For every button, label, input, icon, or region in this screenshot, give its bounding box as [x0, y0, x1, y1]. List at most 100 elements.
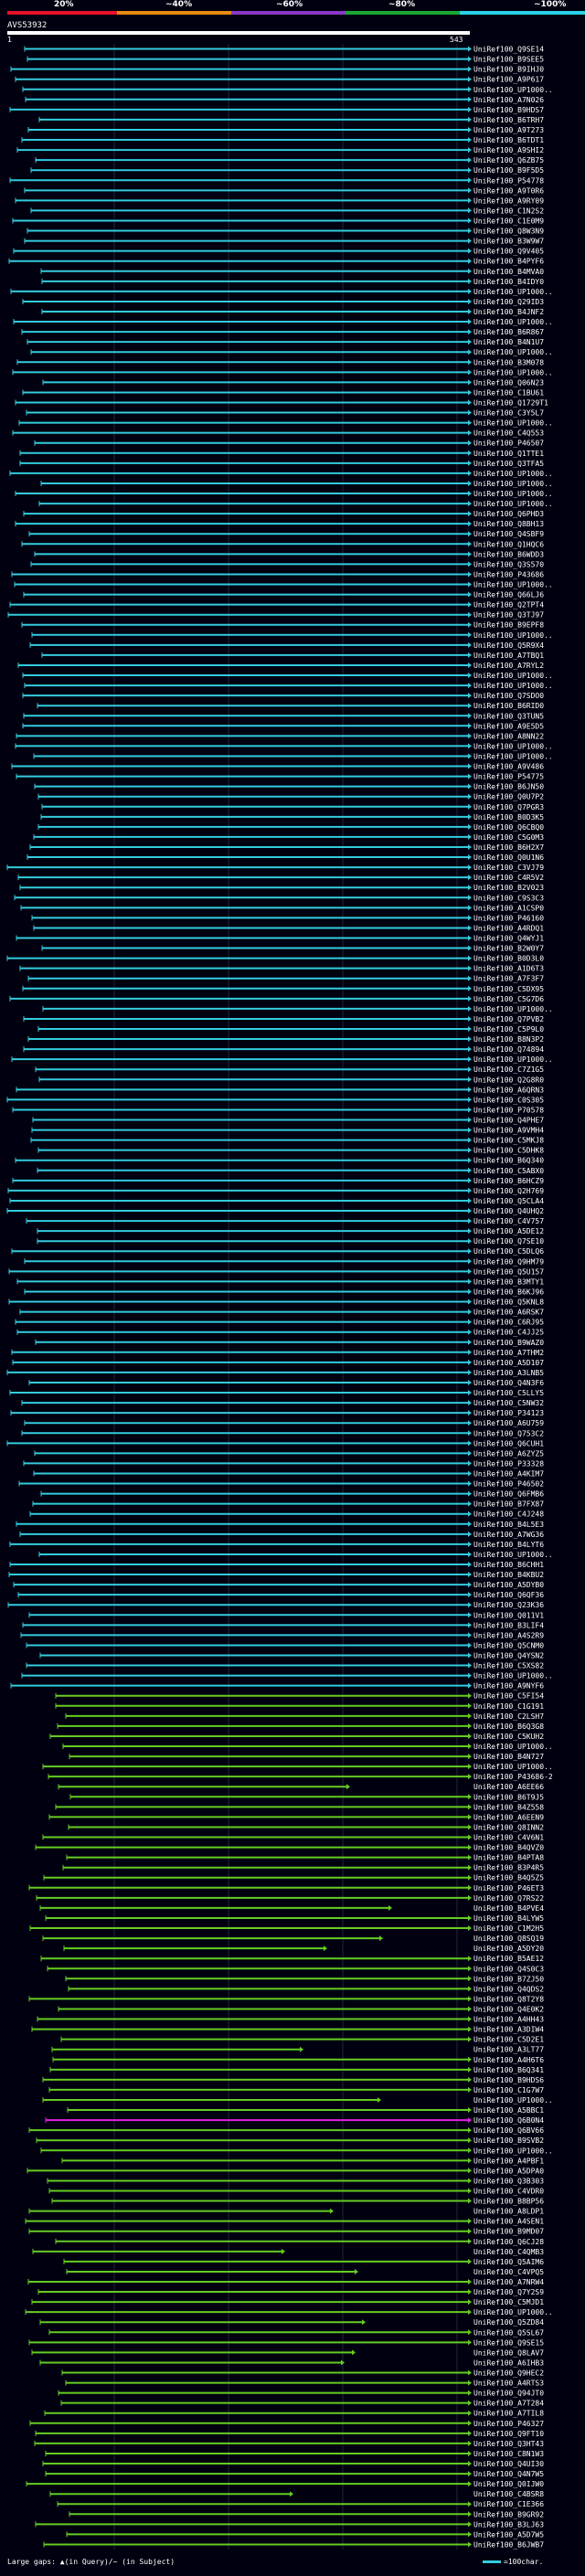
- alignment-row-label[interactable]: UniRef100_C9S3C3: [473, 894, 544, 902]
- alignment-row-label[interactable]: UniRef100_Q94JT0: [473, 2390, 544, 2398]
- alignment-row-label[interactable]: UniRef100_Q011V1: [473, 1611, 544, 1619]
- alignment-row-label[interactable]: UniRef100_UP1000..: [473, 2096, 553, 2104]
- alignment-row-label[interactable]: UniRef100_B6KJ96: [473, 1288, 544, 1296]
- alignment-row[interactable]: UniRef100_B3P4R5: [62, 1864, 544, 1872]
- alignment-row[interactable]: UniRef100_C4VPQ5: [66, 2268, 544, 2276]
- alignment-row-label[interactable]: UniRef100_A5DYB0: [473, 1581, 544, 1589]
- alignment-row[interactable]: UniRef100_B6Q341: [49, 2066, 544, 2074]
- alignment-row[interactable]: UniRef100_A4PBF1: [61, 2157, 544, 2165]
- alignment-row[interactable]: UniRef100_UP1000..: [21, 1672, 553, 1680]
- alignment-row-label[interactable]: UniRef100_Q6CUH1: [473, 1439, 544, 1447]
- alignment-row-label[interactable]: UniRef100_A5BBC1: [473, 2106, 544, 2115]
- alignment-row-label[interactable]: UniRef100_C4VDR0: [473, 2187, 544, 2195]
- alignment-row-label[interactable]: UniRef100_UP1000..: [473, 470, 553, 478]
- alignment-row-label[interactable]: UniRef100_Q3B303: [473, 2177, 544, 2185]
- alignment-row-label[interactable]: UniRef100_B4LYW5: [473, 1914, 544, 1923]
- alignment-row[interactable]: UniRef100_A6ZYZ5: [34, 1449, 544, 1458]
- alignment-row[interactable]: UniRef100_Q6BV66: [28, 2126, 544, 2135]
- alignment-row[interactable]: UniRef100_Q74894: [23, 1045, 544, 1054]
- alignment-row-label[interactable]: UniRef100_B4N1U7: [473, 338, 544, 346]
- alignment-row[interactable]: UniRef100_Q5ZD84: [39, 2318, 544, 2327]
- alignment-row-label[interactable]: UniRef100_P43686: [473, 570, 544, 578]
- alignment-row-label[interactable]: UniRef100_B4Q5Z5: [473, 1874, 544, 1882]
- alignment-row[interactable]: UniRef100_B4L5E3: [16, 1521, 544, 1529]
- alignment-row-label[interactable]: UniRef100_A9V486: [473, 763, 544, 771]
- alignment-row[interactable]: UniRef100_A3LT77: [51, 2046, 544, 2054]
- alignment-row-label[interactable]: UniRef100_Q6ZB75: [473, 156, 544, 164]
- alignment-row[interactable]: UniRef100_B6R867: [21, 328, 544, 336]
- alignment-row-label[interactable]: UniRef100_B4Z558: [473, 1803, 544, 1811]
- alignment-row[interactable]: UniRef100_C7Z1G5: [35, 1065, 544, 1074]
- alignment-row[interactable]: UniRef100_Q5SL67: [48, 2328, 544, 2337]
- alignment-row-label[interactable]: UniRef100_C5DLQ6: [473, 1247, 544, 1256]
- alignment-row[interactable]: UniRef100_C2LSH7: [65, 1712, 544, 1721]
- alignment-row[interactable]: UniRef100_UP1000..: [18, 419, 553, 428]
- alignment-row[interactable]: UniRef100_A6EEN9: [48, 1813, 544, 1821]
- alignment-row-label[interactable]: UniRef100_A9E5D5: [473, 722, 544, 730]
- alignment-row-label[interactable]: UniRef100_B9WAZ0: [473, 1339, 544, 1347]
- alignment-row-label[interactable]: UniRef100_UP1000..: [473, 500, 553, 508]
- alignment-row-label[interactable]: UniRef100_C5FI54: [473, 1692, 544, 1701]
- alignment-row-label[interactable]: UniRef100_C4V757: [473, 1217, 544, 1225]
- alignment-row[interactable]: UniRef100_A6RSK7: [19, 1309, 544, 1317]
- alignment-row-label[interactable]: UniRef100_A7NRW4: [473, 2278, 544, 2286]
- alignment-row-label[interactable]: UniRef100_B4MVA0: [473, 268, 544, 276]
- alignment-row[interactable]: UniRef100_Q7SE10: [37, 1237, 544, 1246]
- alignment-row-label[interactable]: UniRef100_A6ZYZ5: [473, 1449, 544, 1458]
- alignment-row-label[interactable]: UniRef100_B6TDT1: [473, 136, 544, 144]
- alignment-row[interactable]: UniRef100_P54778: [9, 176, 544, 185]
- alignment-row-label[interactable]: UniRef100_UP1000..: [473, 672, 553, 680]
- alignment-row[interactable]: UniRef100_A5BBC1: [67, 2106, 544, 2115]
- alignment-row[interactable]: UniRef100_C5NW32: [21, 1399, 544, 1407]
- alignment-row[interactable]: UniRef100_A4HH43: [37, 2016, 544, 2024]
- alignment-row-label[interactable]: UniRef100_A7N026: [473, 96, 544, 104]
- alignment-row-label[interactable]: UniRef100_A3DIW4: [473, 2026, 544, 2034]
- alignment-row[interactable]: UniRef100_B4QVZ0: [35, 1844, 544, 1852]
- alignment-row-label[interactable]: UniRef100_A9T273: [473, 126, 544, 134]
- alignment-row-label[interactable]: UniRef100_B6R867: [473, 328, 544, 336]
- alignment-row[interactable]: UniRef100_P70578: [12, 1106, 544, 1114]
- alignment-row-label[interactable]: UniRef100_UP1000..: [473, 1551, 553, 1559]
- alignment-row-label[interactable]: UniRef100_Q8INN2: [473, 1823, 544, 1831]
- alignment-row[interactable]: UniRef100_Q5CNM0: [26, 1641, 544, 1649]
- alignment-row-label[interactable]: UniRef100_A4HH43: [473, 2016, 544, 2024]
- alignment-row[interactable]: UniRef100_Q3TFA5: [19, 460, 544, 468]
- alignment-row-label[interactable]: UniRef100_Q3TFA5: [473, 460, 544, 468]
- alignment-row[interactable]: UniRef100_UP1000..: [22, 86, 553, 94]
- alignment-row[interactable]: UniRef100_UP1000..: [62, 1743, 553, 1751]
- alignment-row-label[interactable]: UniRef100_UP1000..: [473, 631, 553, 640]
- alignment-row[interactable]: UniRef100_C0S305: [6, 1096, 544, 1104]
- alignment-row[interactable]: UniRef100_A9V486: [11, 763, 544, 771]
- alignment-row[interactable]: UniRef100_Q4YSN2: [39, 1652, 544, 1660]
- alignment-row-label[interactable]: UniRef100_Q4SBF9: [473, 530, 544, 538]
- alignment-row-label[interactable]: UniRef100_B6WDD3: [473, 550, 544, 558]
- alignment-row-label[interactable]: UniRef100_B4KBU2: [473, 1571, 544, 1579]
- alignment-row-label[interactable]: UniRef100_A9RY09: [473, 196, 544, 205]
- alignment-row-label[interactable]: UniRef100_B9SVB2: [473, 2136, 544, 2145]
- alignment-row-label[interactable]: UniRef100_A5DY20: [473, 1945, 544, 1953]
- alignment-row[interactable]: UniRef100_B9SVB2: [36, 2136, 544, 2145]
- alignment-row[interactable]: UniRef100_UP1000..: [30, 348, 553, 356]
- alignment-row[interactable]: UniRef100_Q6CBQ0: [37, 823, 544, 832]
- alignment-row[interactable]: UniRef100_B9HDS6: [42, 2076, 544, 2084]
- alignment-row-label[interactable]: UniRef100_A3LT77: [473, 2046, 544, 2054]
- alignment-row[interactable]: UniRef100_B6H2X7: [29, 843, 544, 852]
- alignment-row[interactable]: UniRef100_B4KBU2: [8, 1571, 544, 1579]
- alignment-row[interactable]: UniRef100_C4V757: [26, 1217, 544, 1225]
- alignment-row-label[interactable]: UniRef100_C5MJD1: [473, 2298, 544, 2306]
- alignment-row-label[interactable]: UniRef100_P46160: [473, 914, 544, 922]
- alignment-row-label[interactable]: UniRef100_Q4UHQ2: [473, 1207, 544, 1215]
- alignment-row[interactable]: UniRef100_Q8W3N9: [27, 228, 544, 236]
- alignment-row-label[interactable]: UniRef100_Q8W3N9: [473, 228, 544, 236]
- alignment-row-label[interactable]: UniRef100_A7T284: [473, 2400, 544, 2408]
- alignment-row[interactable]: UniRef100_UP1000..: [12, 368, 553, 376]
- alignment-row[interactable]: UniRef100_B3M078: [16, 358, 544, 366]
- alignment-row[interactable]: UniRef100_A6U759: [24, 1419, 544, 1427]
- alignment-row-label[interactable]: UniRef100_P46ET3: [473, 1884, 544, 1892]
- alignment-row[interactable]: UniRef100_Q011V1: [28, 1611, 544, 1619]
- alignment-row[interactable]: UniRef100_UP1000..: [24, 682, 553, 690]
- alignment-row[interactable]: UniRef100_B6KJ96: [24, 1288, 544, 1296]
- alignment-row-label[interactable]: UniRef100_B4IDY0: [473, 278, 544, 286]
- alignment-row[interactable]: UniRef100_UP1000..: [22, 672, 553, 680]
- alignment-row[interactable]: UniRef100_C5XS82: [26, 1662, 544, 1670]
